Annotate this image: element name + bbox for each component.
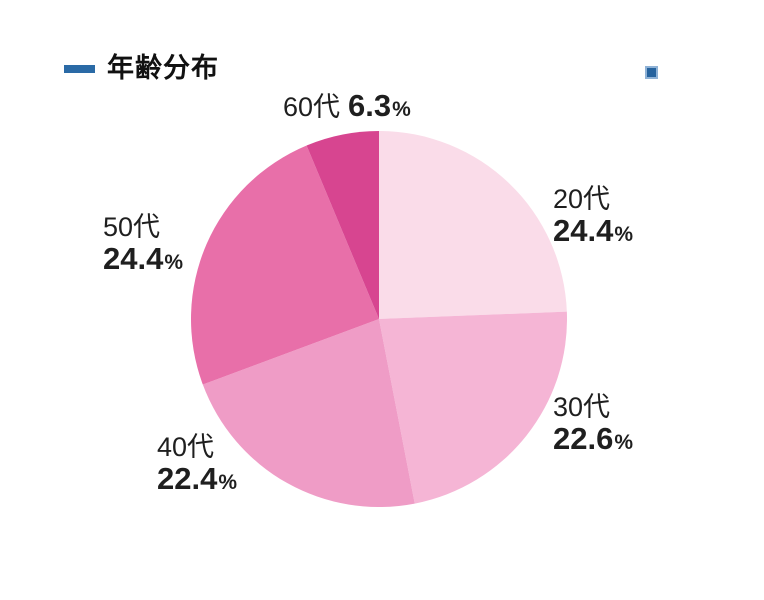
pie-label-60s-value: 6.3: [348, 88, 392, 123]
corner-square-icon: [645, 66, 658, 79]
pie-label-20s: 20代 24.4%: [553, 184, 633, 254]
pie-label-20s-value: 24.4: [553, 213, 614, 248]
pie-label-50s-value-line: 24.4%: [103, 242, 183, 282]
pie-slice-50代: [191, 145, 379, 385]
pie-label-20s-name: 20代: [553, 184, 611, 214]
pie-label-20s-unit: %: [614, 223, 634, 246]
pie-label-50s-value: 24.4: [103, 241, 164, 276]
pie-label-60s: 60代 6.3%: [283, 89, 411, 129]
pie-label-30s-value: 22.6: [553, 421, 614, 456]
pie-label-40s-name: 40代: [157, 432, 215, 462]
pie-label-40s-value: 22.4: [157, 461, 218, 496]
pie-label-40s: 40代 22.4%: [157, 432, 237, 502]
pie-label-20s-value-line: 24.4%: [553, 214, 633, 254]
pie-label-50s-unit: %: [164, 251, 184, 274]
pie-label-40s-value-line: 22.4%: [157, 462, 237, 502]
pie-label-30s: 30代 22.6%: [553, 392, 633, 462]
pie-slice-30代: [379, 311, 567, 504]
pie-label-50s-name: 50代: [103, 212, 161, 242]
pie-chart: [191, 131, 567, 507]
pie-label-40s-unit: %: [218, 471, 238, 494]
pie-chart-container: [191, 131, 567, 507]
chart-title-row: 年齢分布: [64, 53, 219, 84]
chart-title: 年齢分布: [107, 53, 219, 83]
pie-slice-40代: [202, 319, 415, 507]
pie-label-30s-name: 30代: [553, 392, 611, 422]
pie-slice-20代: [379, 131, 567, 319]
pie-label-60s-value-line: 6.3%: [348, 89, 411, 129]
pie-label-30s-value-line: 22.6%: [553, 422, 633, 462]
pie-label-30s-unit: %: [614, 431, 634, 454]
pie-label-60s-name: 60代: [283, 92, 341, 122]
title-accent-bar-icon: [64, 64, 95, 73]
pie-label-60s-unit: %: [392, 98, 411, 121]
pie-label-50s: 50代 24.4%: [103, 212, 183, 282]
pie-slice-60代: [306, 131, 379, 319]
